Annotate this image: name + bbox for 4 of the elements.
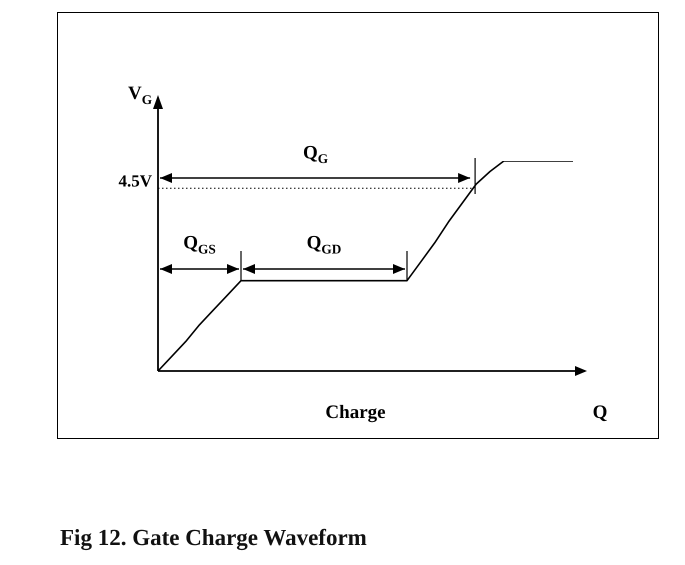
- ref-line-label: 4.5V: [118, 171, 153, 190]
- x-axis-title: Charge: [325, 402, 386, 423]
- text: Q: [592, 402, 608, 423]
- text: Fig 12. Gate Charge Waveform: [60, 525, 367, 551]
